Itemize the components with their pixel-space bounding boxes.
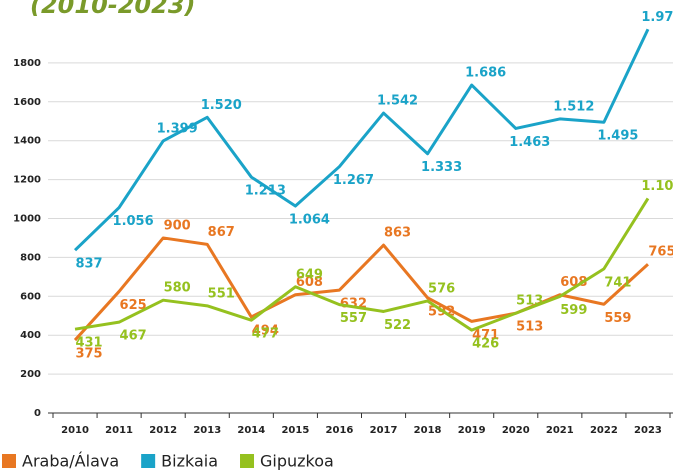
value-label: 477 (252, 327, 279, 342)
value-label: 513 (516, 320, 543, 335)
x-tick-label: 2013 (193, 425, 221, 436)
x-tick-label: 2023 (634, 425, 662, 436)
value-label: 426 (472, 337, 499, 352)
value-label: 522 (384, 318, 411, 333)
value-label: 837 (75, 257, 102, 272)
x-tick-label: 2022 (590, 425, 618, 436)
value-label: 1.686 (465, 66, 506, 81)
y-tick-label: 600 (20, 291, 41, 302)
value-label: 608 (296, 275, 323, 290)
value-label: 1.520 (201, 98, 242, 113)
value-label: 471 (472, 328, 499, 343)
value-label: 1.103 (641, 179, 673, 194)
value-label: 1.973 (641, 10, 673, 25)
value-label: 494 (252, 323, 279, 338)
value-label: 867 (208, 225, 235, 240)
value-label: 1.512 (553, 99, 594, 114)
line (73, 28, 650, 252)
x-tick-label: 2018 (414, 425, 442, 436)
legend-swatch (240, 454, 255, 468)
x-tick-label: 2019 (458, 425, 486, 436)
x-tick-label: 2016 (326, 425, 354, 436)
y-tick-label: 1800 (13, 58, 41, 69)
value-label: 1.213 (245, 184, 286, 199)
value-label: 1.495 (597, 129, 638, 144)
value-label: 765 (648, 245, 673, 260)
y-tick-label: 1600 (13, 97, 41, 108)
legend-swatch (141, 454, 156, 468)
value-label: 557 (340, 311, 367, 326)
y-tick-label: 800 (20, 252, 41, 263)
value-label: 1.064 (289, 213, 330, 228)
x-tick-label: 2021 (546, 425, 574, 436)
value-label: 900 (164, 218, 191, 233)
x-tick-label: 2014 (237, 425, 265, 436)
line (74, 197, 650, 332)
value-label: 1.267 (333, 173, 374, 188)
value-label: 1.056 (113, 214, 154, 229)
x-tick-label: 2020 (502, 425, 530, 436)
y-tick-label: 1000 (13, 214, 41, 225)
value-label: 863 (384, 226, 411, 241)
value-label: 559 (604, 311, 631, 326)
value-label: 580 (164, 281, 191, 296)
value-label: 625 (120, 298, 147, 313)
chart-title: (2010-2023) (30, 0, 196, 19)
value-label: 513 (516, 294, 543, 309)
value-label: 608 (560, 275, 587, 290)
value-label: 599 (560, 303, 587, 318)
value-label: 576 (428, 281, 455, 296)
y-tick-label: 200 (20, 369, 41, 380)
y-tick-label: 1200 (13, 175, 41, 186)
value-label: 1.333 (421, 160, 462, 175)
legend-swatch (2, 454, 16, 468)
y-tick-label: 400 (20, 330, 41, 341)
legend-label: Gipuzkoa (260, 452, 334, 471)
legend-label: Araba/Álava (22, 452, 119, 471)
x-tick-label: 2015 (281, 425, 309, 436)
value-label: 1.542 (377, 94, 418, 109)
value-label: 551 (208, 286, 235, 301)
value-label: 467 (120, 329, 147, 344)
y-tick-label: 0 (34, 408, 41, 419)
value-label: 741 (604, 275, 631, 290)
x-tick-label: 2010 (61, 425, 89, 436)
value-label: 1.399 (157, 121, 198, 136)
x-tick-label: 2012 (149, 425, 177, 436)
value-label: 649 (296, 267, 323, 282)
y-tick-label: 1400 (13, 136, 41, 147)
x-tick-label: 2017 (370, 425, 398, 436)
x-tick-label: 2011 (105, 425, 133, 436)
value-label: 1.463 (509, 135, 550, 150)
value-label: 431 (75, 336, 102, 351)
value-label: 375 (75, 347, 102, 362)
legend-label: Bizkaia (161, 452, 218, 471)
